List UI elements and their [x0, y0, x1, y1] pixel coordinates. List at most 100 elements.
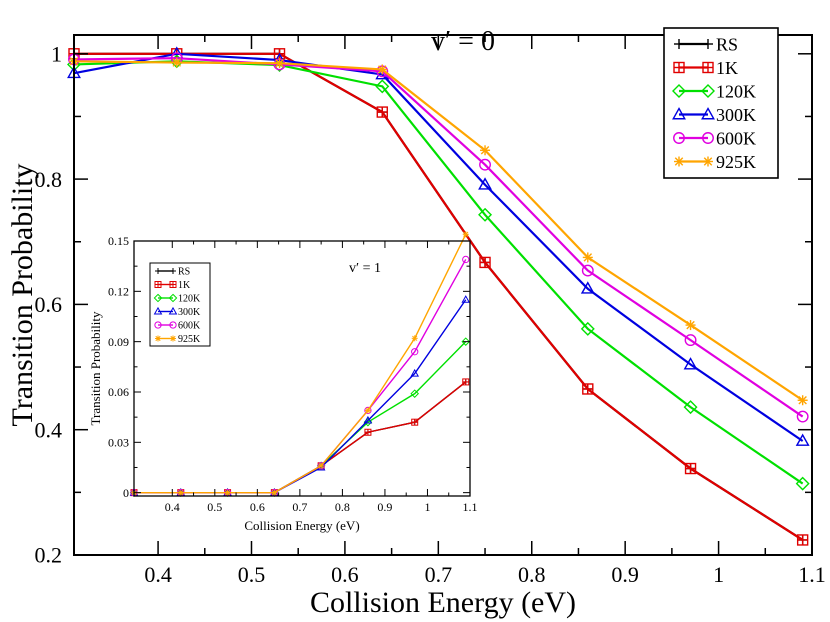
main-chart-ytick-label-1: 0.4	[35, 417, 63, 442]
inset-chart-legend-marker-right-120K-diamond	[168, 293, 178, 303]
inset-chart-point-300K-6-triangle	[410, 368, 420, 377]
main-chart-point-600K-6	[684, 334, 697, 347]
main-chart-legend-marker-right-300K-triangle	[701, 107, 715, 120]
inset-chart-point-120K-7-diamond	[461, 337, 471, 346]
main-chart-point-1K-3	[376, 106, 388, 118]
inset-chart-x-axis-label: Collision Energy (eV)	[244, 518, 359, 533]
main-chart-ytick-label-0: 0.2	[35, 543, 63, 568]
main-chart-legend-label-RS: RS	[716, 34, 738, 54]
main-chart-point-120K-3-diamond	[375, 79, 390, 94]
inset-chart-legend: RS 1K 120K 300K 600K 925K	[149, 262, 211, 347]
inset-chart-legend-label-600K: 600K	[178, 321, 201, 332]
inset-chart-legend-marker-right-120K	[168, 293, 178, 303]
main-chart-point-925K-4	[480, 145, 491, 156]
inset-chart-legend-marker-right-600K	[169, 321, 177, 329]
inset-chart-ytick-label-3: 0.09	[108, 335, 129, 349]
main-chart-legend-marker-right-RS	[703, 39, 713, 49]
inset-chart-xtick-label-7: 1.1	[463, 500, 478, 514]
inset-chart-point-925K-4	[318, 462, 325, 469]
main-chart-point-600K-4-circle	[479, 158, 491, 171]
inset-chart-xtick-label-0: 0.4	[165, 500, 180, 514]
main-chart-xtick-label-1: 0.5	[238, 562, 266, 587]
main-chart-point-925K-4-d2	[480, 146, 490, 155]
main-chart-point-600K-5-circle	[581, 264, 594, 277]
inset-chart-point-925K-2-d2	[224, 490, 231, 496]
main-chart-legend-label-925K: 925K	[716, 152, 756, 172]
main-chart-legend-marker-right-600K	[702, 132, 714, 144]
main-chart-point-925K-3-d2	[378, 65, 387, 74]
main-chart-series-line-600K	[73, 57, 804, 418]
main-chart-legend-marker-right-1K	[702, 61, 714, 74]
inset-chart-legend-label-120K: 120K	[178, 294, 201, 305]
inset-chart-point-925K-6-d2	[412, 335, 418, 341]
main-chart-point-120K-6	[683, 400, 698, 415]
inset-chart-ytick-label-1: 0.03	[108, 436, 129, 450]
inset-chart-xtick-label-6: 1	[424, 500, 430, 514]
main-chart-point-1K-6	[684, 462, 697, 475]
inset-chart-legend-label-1K: 1K	[178, 280, 191, 291]
main-chart-point-300K-7-triangle	[795, 433, 810, 446]
main-chart-point-120K-4-diamond	[478, 207, 493, 222]
main-chart-point-600K-7	[796, 410, 809, 423]
main-chart-point-925K-6	[685, 320, 696, 331]
inset-chart-point-925K-5-d2	[365, 407, 371, 414]
inset-chart-ytick-label-4: 0.12	[108, 285, 129, 299]
inset-chart-frame	[133, 240, 471, 497]
main-chart-point-1K-5	[582, 383, 594, 395]
main-chart-point-1K-7	[796, 534, 809, 546]
main-chart-point-925K-1-d2	[172, 58, 182, 67]
inset-chart-xtick-label-2: 0.6	[250, 500, 265, 514]
main-chart-point-120K-5-diamond	[580, 321, 595, 336]
main-chart-point-300K-5-triangle	[580, 281, 595, 294]
inset-chart-legend-marker-left-120K	[153, 293, 163, 303]
inset-chart-point-600K-7	[462, 255, 470, 264]
inset-chart-point-925K-3	[271, 489, 278, 496]
main-chart-legend-marker-right-600K-circle	[702, 132, 714, 144]
main-chart-point-600K-7-circle	[796, 410, 809, 423]
main-chart-point-1K-4	[479, 256, 491, 269]
main-chart-point-120K-4	[478, 207, 493, 222]
main-chart-legend-marker-left-300K-triangle	[672, 107, 686, 120]
main-chart-legend-marker-left-925K-d2	[674, 157, 684, 166]
main-chart-y-axis-label: Transition Probability	[6, 163, 39, 426]
main-chart: 0.4 0.5 0.6 0.7 0.8 0.9 1 1.1 0.2 0.4 0.6 0.8 1 Colli…	[6, 26, 826, 619]
inset-chart-point-600K-5-circle	[364, 406, 372, 415]
main-chart-point-925K-2-d2	[275, 58, 284, 68]
inset-chart-legend-marker-left-925K-d2	[155, 335, 161, 342]
main-chart-legend-marker-right-120K-diamond	[701, 84, 715, 98]
main-chart-point-925K-1	[171, 57, 182, 68]
inset-chart-point-1K-7	[462, 378, 470, 386]
main-chart-legend-marker-left-600K	[673, 132, 685, 144]
main-chart-ytick-label-3: 0.8	[35, 167, 63, 192]
inset-chart-point-925K-1	[177, 489, 184, 496]
main-chart-point-300K-4-triangle	[478, 177, 492, 190]
inset-chart-point-925K-3-d2	[271, 490, 277, 496]
main-chart-point-300K-6-triangle	[683, 357, 698, 370]
inset-chart-point-925K-6	[411, 335, 418, 342]
inset-chart-point-600K-6-circle	[411, 348, 419, 356]
main-chart-point-925K-3	[377, 64, 388, 75]
inset-chart-xtick-label-3: 0.7	[292, 500, 307, 514]
main-chart-point-300K-5	[580, 281, 595, 294]
inset-chart-point-600K-4-circle	[317, 462, 325, 470]
main-chart-legend-marker-right-120K	[701, 84, 715, 98]
main-chart-xtick-label-3: 0.7	[425, 562, 453, 587]
main-chart-legend-label-1K: 1K	[716, 58, 738, 78]
main-chart-xtick-label-6: 1	[713, 562, 724, 587]
inset-chart-point-300K-7	[461, 295, 471, 303]
main-chart-legend-marker-left-925K	[674, 156, 684, 167]
inset-chart-legend-marker-left-600K	[154, 321, 162, 329]
main-chart-point-925K-2	[274, 58, 285, 69]
main-chart-legend-marker-right-925K-d2	[703, 157, 713, 166]
inset-chart-ytick-label-2: 0.06	[108, 385, 129, 399]
main-chart-ytick-label-2: 0.6	[35, 292, 63, 317]
inset-chart-legend-marker-left-600K-circle	[154, 321, 162, 329]
main-chart-point-600K-4	[479, 158, 491, 171]
main-chart-title: v′ = 0	[431, 26, 495, 57]
inset-chart-legend-marker-left-RS	[155, 268, 161, 274]
main-chart-xtick-label-5: 0.9	[611, 562, 639, 587]
inset-chart-legend-marker-left-120K-diamond	[153, 293, 163, 303]
main-chart-point-600K-6-circle	[684, 334, 697, 347]
inset-chart-point-1K-5	[364, 428, 372, 436]
